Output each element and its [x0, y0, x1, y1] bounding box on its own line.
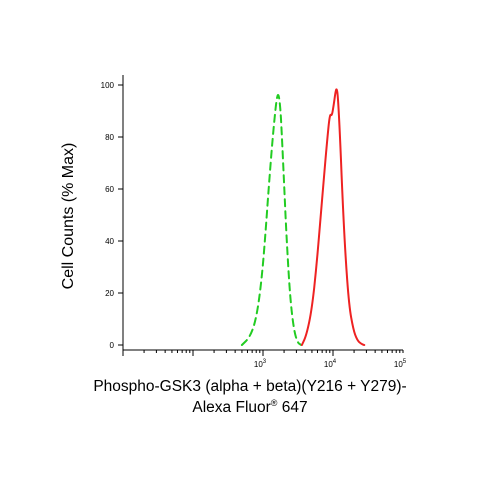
series-control-dashed-line [240, 94, 303, 346]
x-tick-label: 104 [324, 359, 337, 369]
y-tick-label: 0 [110, 341, 115, 350]
y-tick-label: 80 [105, 133, 114, 142]
y-tick-label: 40 [105, 237, 114, 246]
axes: 0 20 40 60 80 100 103 104 105 [101, 75, 407, 369]
x-tick-label: 103 [254, 359, 267, 369]
y-tick-label: 100 [101, 81, 115, 90]
y-tick-label: 60 [105, 185, 114, 194]
y-axis-label: Cell Counts (% Max) [60, 142, 77, 290]
x-axis-label-prefix: Alexa Fluor [192, 399, 271, 416]
series-layer [240, 88, 366, 347]
x-axis-label-line-2: Alexa Fluor® 647 [0, 398, 500, 417]
series-sample-solid-line [300, 88, 366, 347]
x-axis-label-suffix: 647 [277, 399, 308, 416]
x-axis-label-line-1: Phospho-GSK3 (alpha + beta)(Y216 + Y279)… [93, 378, 407, 395]
x-tick-label: 105 [394, 359, 407, 369]
registered-mark: ® [270, 398, 278, 408]
y-tick-label: 20 [105, 289, 114, 298]
